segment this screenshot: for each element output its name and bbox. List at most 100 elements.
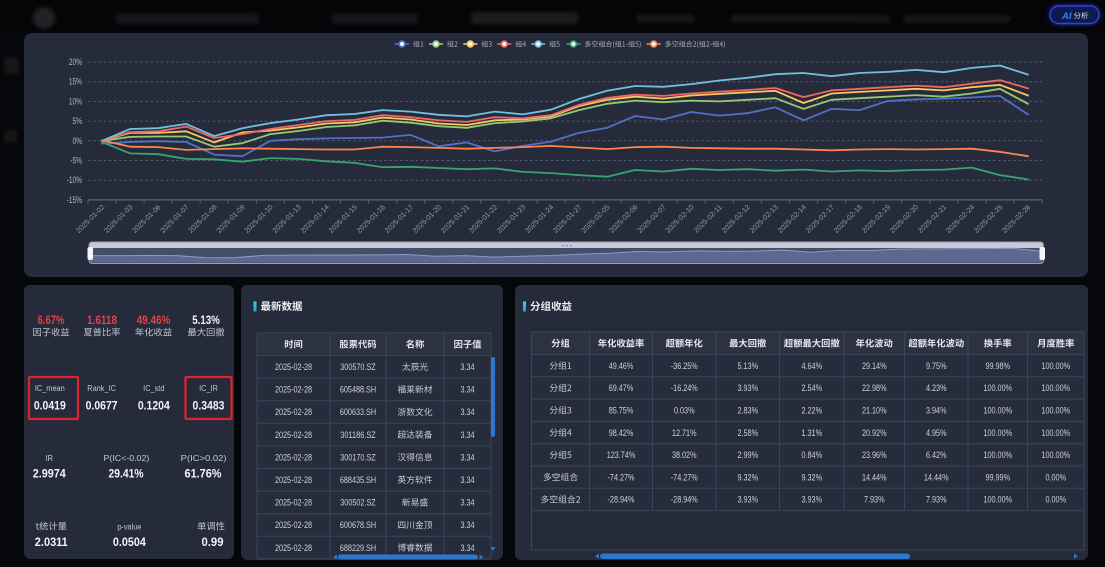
svg-text:2.99%: 2.99%	[737, 450, 758, 460]
svg-text:20%: 20%	[69, 57, 82, 67]
svg-text:2.83%: 2.83%	[737, 405, 758, 415]
svg-text:IR: IR	[46, 454, 54, 463]
svg-text:12.71%: 12.71%	[672, 428, 697, 438]
svg-text:-74.27%: -74.27%	[608, 472, 635, 482]
svg-text:0%: 0%	[73, 136, 83, 146]
svg-text:2025-02-28: 2025-02-28	[275, 520, 312, 530]
svg-text:2025-02-28: 2025-02-28	[275, 543, 312, 553]
svg-text:5.13%: 5.13%	[737, 361, 758, 371]
svg-text:2.54%: 2.54%	[801, 383, 822, 393]
svg-text:688229.SH: 688229.SH	[340, 543, 376, 553]
svg-text:100.00%: 100.00%	[983, 495, 1012, 505]
svg-text:98.42%: 98.42%	[609, 428, 634, 438]
svg-text:600633.SH: 600633.SH	[340, 407, 376, 417]
svg-text:-28.94%: -28.94%	[608, 495, 635, 505]
svg-text:Rank_IC: Rank_IC	[87, 384, 116, 393]
svg-text:3.34: 3.34	[460, 475, 474, 485]
svg-text:100.00%: 100.00%	[983, 383, 1012, 393]
svg-text:100.00%: 100.00%	[1041, 361, 1070, 371]
svg-text:29.41%: 29.41%	[109, 467, 144, 481]
svg-text:688435.SH: 688435.SH	[340, 475, 376, 485]
svg-text:100.00%: 100.00%	[1041, 405, 1070, 415]
svg-text:49.46%: 49.46%	[137, 313, 171, 327]
svg-text:4.64%: 4.64%	[801, 361, 822, 371]
svg-text:3.34: 3.34	[460, 362, 474, 372]
svg-text:-5%: -5%	[70, 156, 82, 166]
svg-text:-36.25%: -36.25%	[671, 361, 698, 371]
svg-text:9.32%: 9.32%	[737, 472, 758, 482]
svg-text:100.00%: 100.00%	[983, 405, 1012, 415]
svg-text:300502.SZ: 300502.SZ	[340, 498, 376, 508]
svg-text:0.0677: 0.0677	[86, 399, 118, 413]
svg-text:15%: 15%	[69, 77, 82, 87]
svg-text:2025-02-28: 2025-02-28	[275, 452, 312, 462]
svg-text:3.34: 3.34	[460, 452, 474, 462]
svg-text:AI: AI	[1061, 11, 1072, 22]
svg-text:3.94%: 3.94%	[926, 405, 947, 415]
svg-text:9.32%: 9.32%	[801, 472, 822, 482]
svg-text:99.99%: 99.99%	[985, 472, 1010, 482]
svg-text:100.00%: 100.00%	[1041, 428, 1070, 438]
svg-text:61.76%: 61.76%	[185, 467, 222, 481]
svg-text:IC_mean: IC_mean	[35, 384, 65, 393]
svg-text:3.93%: 3.93%	[737, 495, 758, 505]
svg-text:100.00%: 100.00%	[983, 428, 1012, 438]
svg-text:2.0311: 2.0311	[35, 535, 68, 549]
svg-text:2025-02-28: 2025-02-28	[275, 407, 312, 417]
svg-text:7.93%: 7.93%	[864, 495, 885, 505]
svg-text:85.75%: 85.75%	[609, 405, 634, 415]
svg-text:100.00%: 100.00%	[983, 450, 1012, 460]
svg-text:123.74%: 123.74%	[607, 450, 636, 460]
svg-text:20.92%: 20.92%	[862, 428, 887, 438]
svg-text:49.46%: 49.46%	[609, 361, 634, 371]
svg-text:P(IC<-0.02): P(IC<-0.02)	[104, 454, 150, 463]
svg-text:-28.94%: -28.94%	[671, 495, 698, 505]
svg-text:10%: 10%	[69, 96, 82, 106]
svg-text:0.03%: 0.03%	[674, 405, 695, 415]
svg-text:1.6118: 1.6118	[87, 313, 117, 327]
svg-text:5%: 5%	[73, 116, 83, 126]
svg-text:p-value: p-value	[117, 523, 142, 532]
svg-text:0.0504: 0.0504	[113, 535, 146, 549]
svg-text:3.34: 3.34	[460, 385, 474, 395]
svg-text:0.1204: 0.1204	[138, 399, 170, 413]
svg-text:0.0419: 0.0419	[34, 399, 66, 413]
svg-text:23.96%: 23.96%	[862, 450, 887, 460]
svg-text:300170.SZ: 300170.SZ	[340, 452, 376, 462]
svg-text:3.93%: 3.93%	[801, 495, 822, 505]
svg-text:0.99: 0.99	[202, 535, 224, 549]
svg-text:6.67%: 6.67%	[38, 313, 65, 327]
svg-text:100.00%: 100.00%	[1041, 383, 1070, 393]
svg-text:69.47%: 69.47%	[609, 383, 634, 393]
svg-text:3.93%: 3.93%	[737, 383, 758, 393]
svg-text:IC_IR: IC_IR	[199, 384, 218, 393]
svg-text:0.00%: 0.00%	[1045, 495, 1066, 505]
svg-text:7.93%: 7.93%	[926, 495, 947, 505]
svg-text:2025-02-28: 2025-02-28	[275, 475, 312, 485]
svg-text:1.31%: 1.31%	[801, 428, 822, 438]
svg-text:-15%: -15%	[67, 195, 82, 205]
svg-text:-74.27%: -74.27%	[671, 472, 698, 482]
svg-text:22.98%: 22.98%	[862, 383, 887, 393]
svg-text:600678.SH: 600678.SH	[340, 520, 376, 530]
svg-text:2.22%: 2.22%	[801, 405, 822, 415]
svg-text:-10%: -10%	[67, 175, 82, 185]
svg-text:14.44%: 14.44%	[924, 472, 949, 482]
svg-text:2025-02-28: 2025-02-28	[275, 362, 312, 372]
svg-text:6.42%: 6.42%	[926, 450, 947, 460]
svg-text:3.34: 3.34	[460, 520, 474, 530]
svg-text:4.95%: 4.95%	[926, 428, 947, 438]
svg-text:3.34: 3.34	[460, 430, 474, 440]
svg-text:P(IC>0.02): P(IC>0.02)	[181, 454, 227, 463]
svg-text:2025-02-28: 2025-02-28	[275, 498, 312, 508]
svg-text:2.58%: 2.58%	[737, 428, 758, 438]
svg-text:2.9974: 2.9974	[33, 467, 66, 481]
svg-text:301186.SZ: 301186.SZ	[340, 430, 376, 440]
svg-text:0.00%: 0.00%	[1045, 472, 1066, 482]
svg-text:2025-02-28: 2025-02-28	[275, 385, 312, 395]
svg-text:300570.SZ: 300570.SZ	[340, 362, 376, 372]
svg-text:4.23%: 4.23%	[926, 383, 947, 393]
svg-text:9.75%: 9.75%	[926, 361, 947, 371]
svg-text:605488.SH: 605488.SH	[340, 385, 376, 395]
svg-text:29.14%: 29.14%	[862, 361, 887, 371]
